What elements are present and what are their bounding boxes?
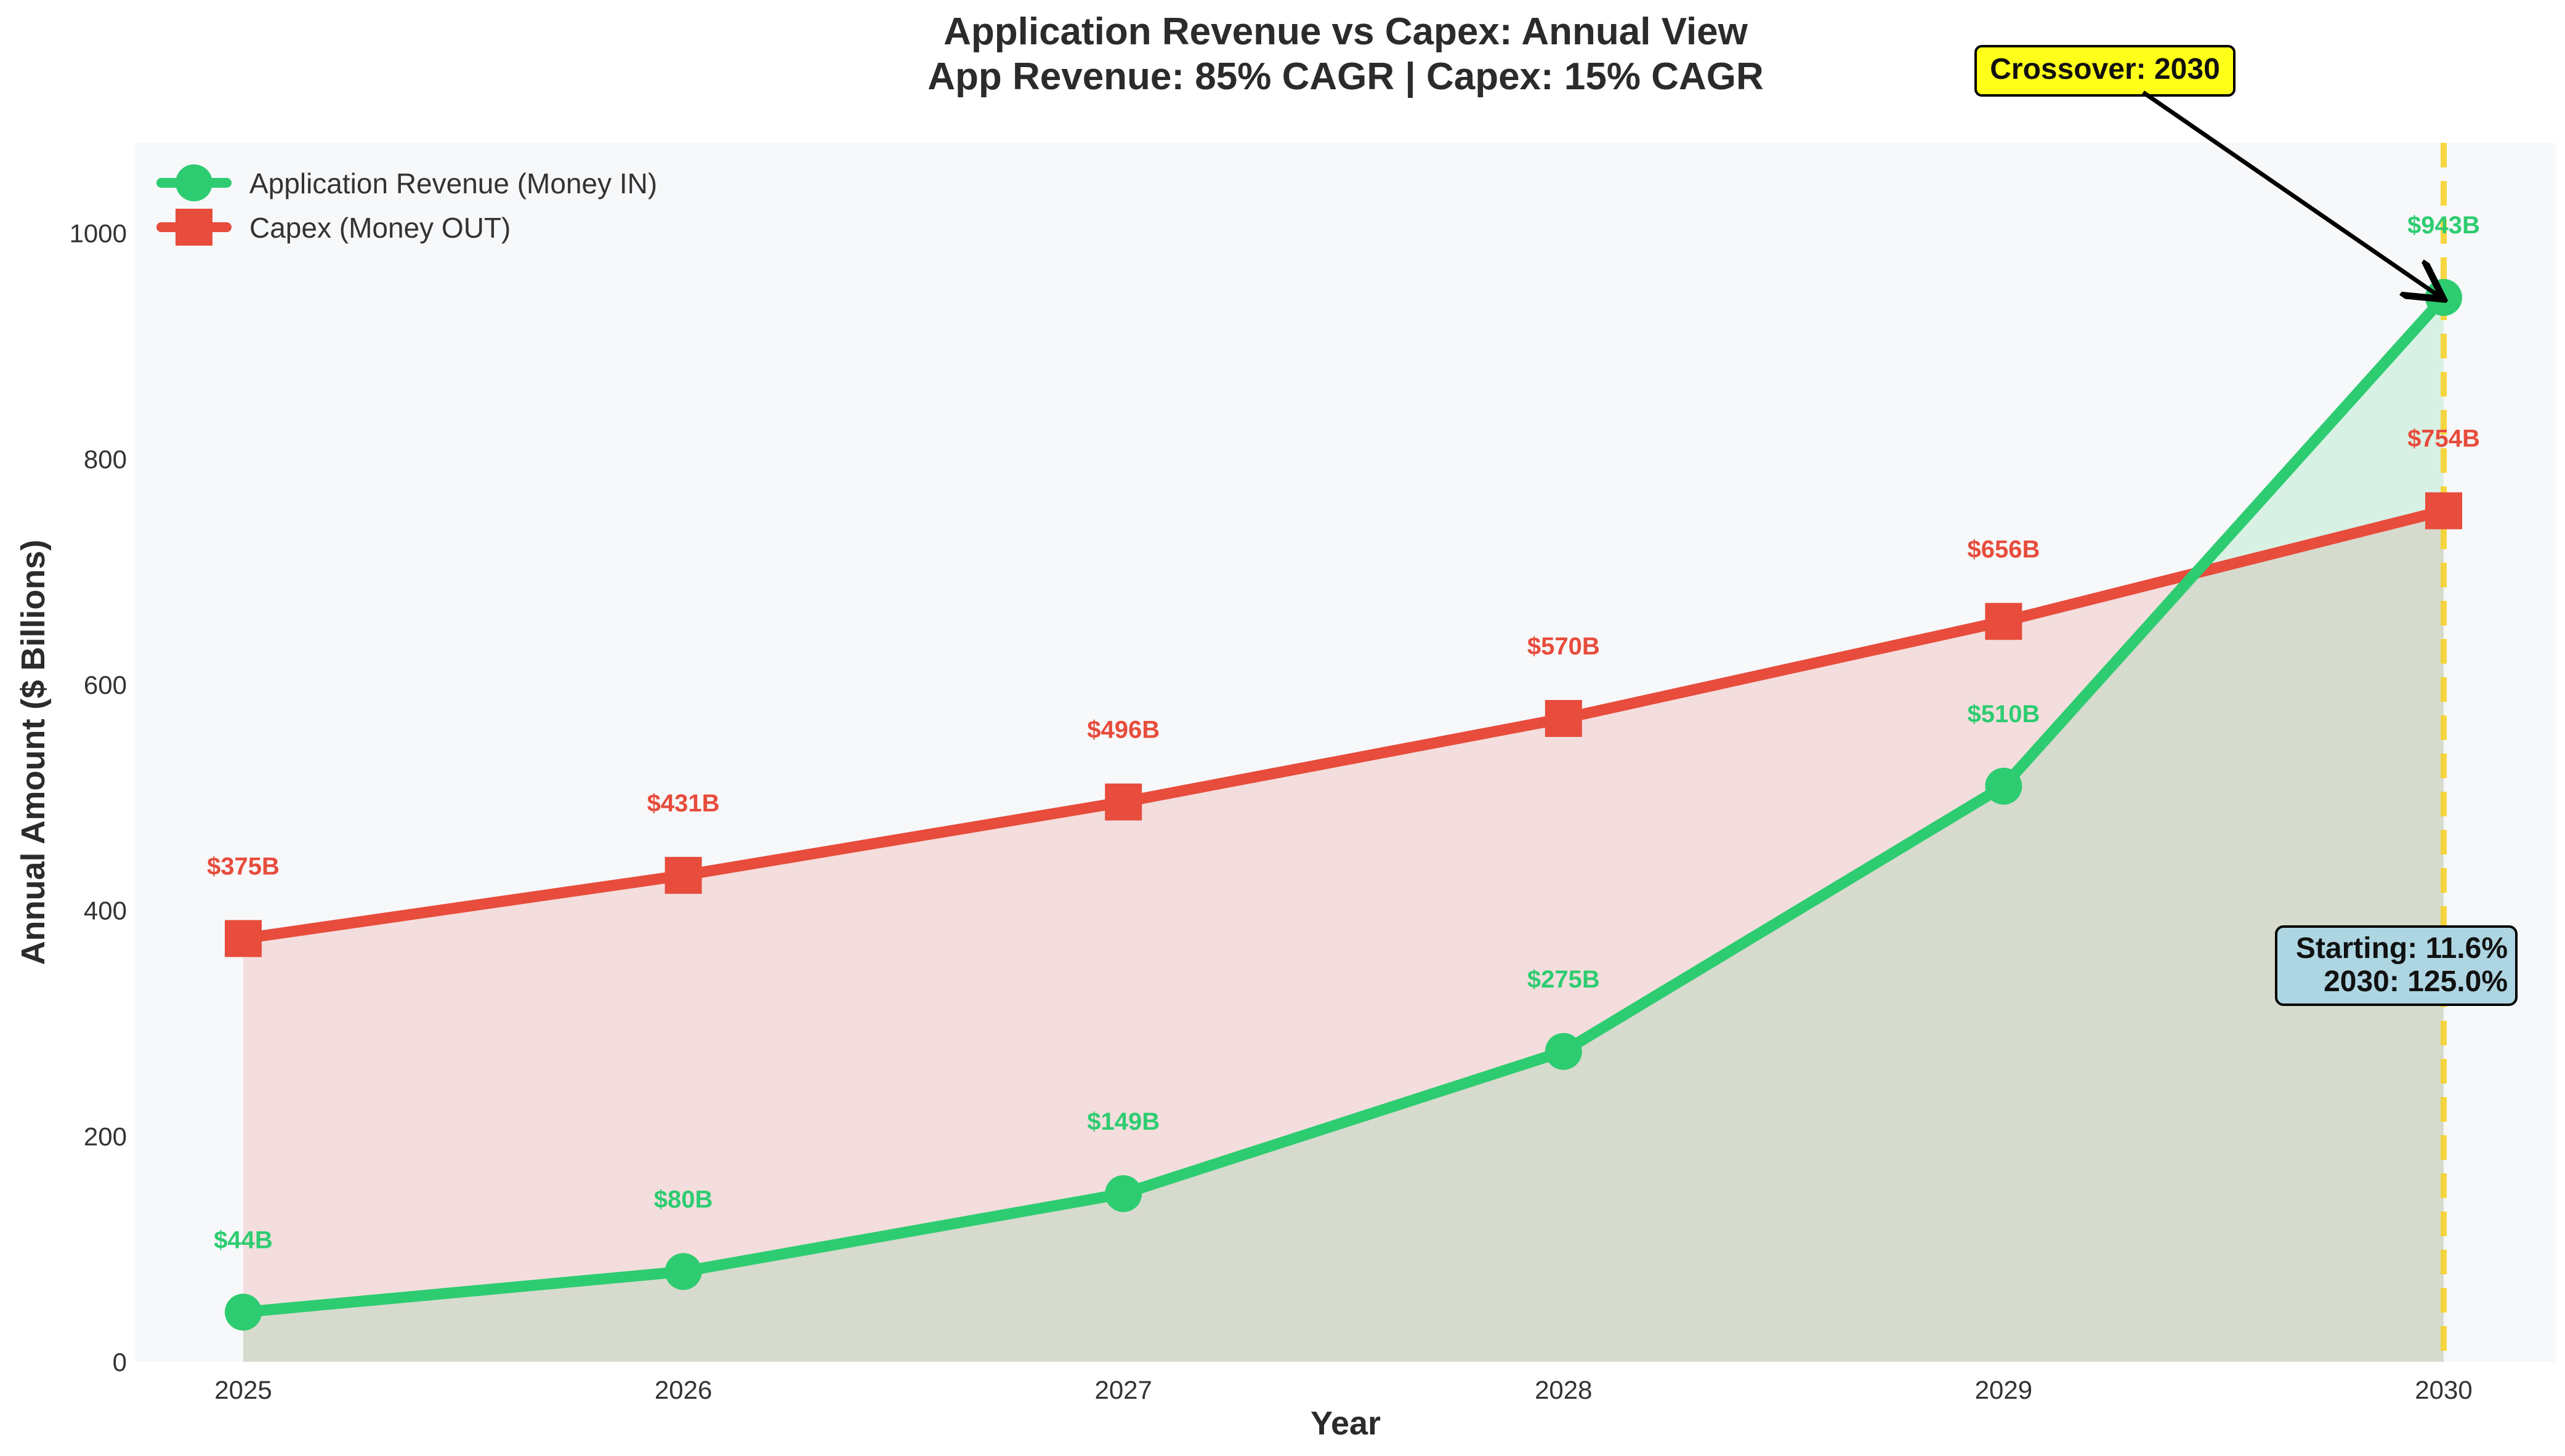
capex-data-label-2027: $496B (1087, 717, 1160, 744)
revenue-point-2025 (225, 1293, 262, 1331)
x-tick-label-2029: 2029 (1975, 1375, 2032, 1404)
capex-point-2026 (664, 856, 702, 894)
x-axis-label: Year (1311, 1405, 1381, 1442)
legend-revenue-marker (176, 164, 212, 201)
y-axis: 0 200 400 600 800 1000 (70, 219, 127, 1377)
revenue-data-label-2029: $510B (1967, 701, 2040, 728)
ratio-line-1: Starting: 11.6% (2296, 932, 2508, 965)
revenue-point-2027 (1105, 1175, 1142, 1212)
series-markers (225, 279, 2462, 1331)
revenue-data-label-2026: $80B (654, 1186, 713, 1213)
revenue-point-2029 (1985, 768, 2022, 805)
capex-data-label-2025: $375B (207, 853, 280, 880)
y-tick-label-400: 400 (84, 896, 127, 925)
y-tick-label-800: 800 (84, 444, 127, 473)
ratio-box (2275, 925, 2518, 1006)
capex-point-2025 (225, 920, 262, 957)
revenue-point-2028 (1545, 1032, 1582, 1070)
capex-point-2028 (1545, 700, 1582, 737)
capex-data-label-2029: $656B (1967, 536, 2040, 563)
capex-point-2027 (1105, 783, 1142, 821)
capex-point-2030 (2425, 492, 2462, 529)
area-fills (243, 297, 2444, 1362)
revenue-data-label-2030: $943B (2407, 212, 2480, 239)
ratio-annotation: Starting: 11.6% 2030: 125.0% (2275, 925, 2518, 1006)
capex-data-label-2026: $431B (647, 790, 720, 817)
capex-data-label-2028: $570B (1527, 633, 1600, 660)
revenue-point-2030 (2425, 279, 2462, 316)
y-axis-label: Annual Amount ($ Billions) (15, 540, 52, 965)
data-labels: $375B $431B $496B $570B $656B $754B $44B $80B $1… (207, 212, 2480, 1253)
chart-subtitle: App Revenue: 85% CAGR | Capex: 15% CAGR (927, 55, 1764, 99)
capex-point-2029 (1985, 603, 2022, 640)
plot-area (135, 143, 2556, 1362)
revenue-area-fill (243, 297, 2444, 1362)
legend-capex-label: Capex (Money OUT) (249, 212, 511, 244)
y-tick-label-200: 200 (84, 1122, 127, 1151)
revenue-data-label-2028: $275B (1527, 966, 1600, 993)
x-tick-label-2025: 2025 (214, 1375, 272, 1404)
revenue-data-label-2027: $149B (1087, 1108, 1160, 1135)
x-tick-label-2026: 2026 (655, 1375, 712, 1404)
legend-capex-marker (176, 209, 212, 246)
revenue-line (238, 292, 2449, 1318)
capex-data-label-2030: $754B (2407, 425, 2480, 452)
y-tick-label-0: 0 (113, 1348, 127, 1377)
x-tick-label-2028: 2028 (1535, 1375, 1592, 1404)
x-axis: 2025 2026 2027 2028 2029 2030 (214, 1375, 2472, 1404)
crossover-arrow (2142, 90, 2440, 297)
capex-line (238, 505, 2449, 944)
capex-area-fill (243, 510, 2444, 1362)
revenue-point-2026 (664, 1253, 702, 1290)
x-tick-label-2030: 2030 (2415, 1375, 2472, 1404)
legend: Application Revenue (Money IN) Capex (Mo… (156, 164, 657, 246)
y-tick-label-600: 600 (84, 670, 127, 699)
chart-title: Application Revenue vs Capex: Annual Vie… (943, 10, 1748, 53)
series-lines (238, 292, 2449, 1318)
x-tick-label-2027: 2027 (1094, 1375, 1152, 1404)
y-tick-label-1000: 1000 (70, 219, 127, 248)
legend-revenue-label: Application Revenue (Money IN) (249, 167, 657, 199)
crossover-label-box (1974, 45, 2236, 97)
crossover-annotation: Crossover: 2030 (1974, 45, 2440, 297)
revenue-data-label-2025: $44B (214, 1226, 273, 1253)
crossover-label: Crossover: 2030 (1990, 53, 2220, 86)
ratio-line-2: 2030: 125.0% (2324, 965, 2508, 998)
